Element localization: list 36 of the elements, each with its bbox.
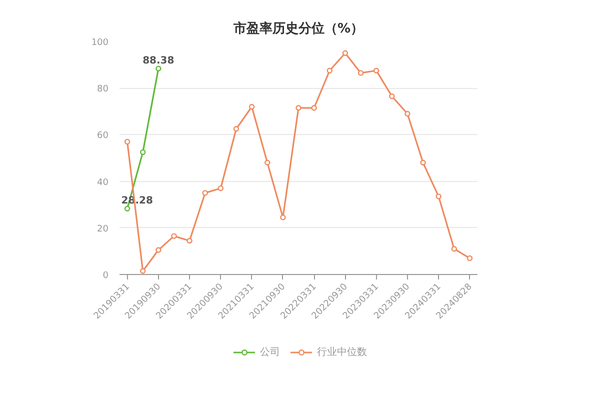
point <box>280 214 286 220</box>
point <box>420 160 426 166</box>
point <box>156 66 162 72</box>
data-label: 88.38 <box>142 56 174 67</box>
point <box>124 206 130 212</box>
y-tick-label: 0 <box>102 271 109 281</box>
point <box>466 255 473 262</box>
point <box>296 105 302 111</box>
point <box>358 70 364 76</box>
point <box>451 246 457 252</box>
y-tick-label: 20 <box>97 224 109 234</box>
point <box>140 268 146 274</box>
point <box>218 185 224 192</box>
y-tick-label: 100 <box>91 38 109 48</box>
point <box>404 110 410 117</box>
point <box>202 190 208 196</box>
point <box>171 233 177 239</box>
point <box>124 138 130 145</box>
point <box>156 247 162 253</box>
y-tick-label: 40 <box>97 178 109 188</box>
point <box>326 68 332 74</box>
y-tick-label: 80 <box>97 84 109 95</box>
point <box>311 105 317 111</box>
point <box>389 93 395 100</box>
legend-label: 公司 <box>260 346 280 359</box>
point <box>186 238 192 244</box>
point <box>373 68 380 74</box>
point <box>140 149 146 156</box>
y-tick-label: 60 <box>97 131 109 142</box>
point <box>248 104 255 110</box>
point <box>436 194 442 200</box>
legend-label: 行业中位数 <box>317 346 367 359</box>
point <box>342 50 348 56</box>
chart-title: 市盈率历史分位（%） <box>232 20 364 36</box>
point <box>233 126 240 132</box>
point <box>264 160 270 166</box>
